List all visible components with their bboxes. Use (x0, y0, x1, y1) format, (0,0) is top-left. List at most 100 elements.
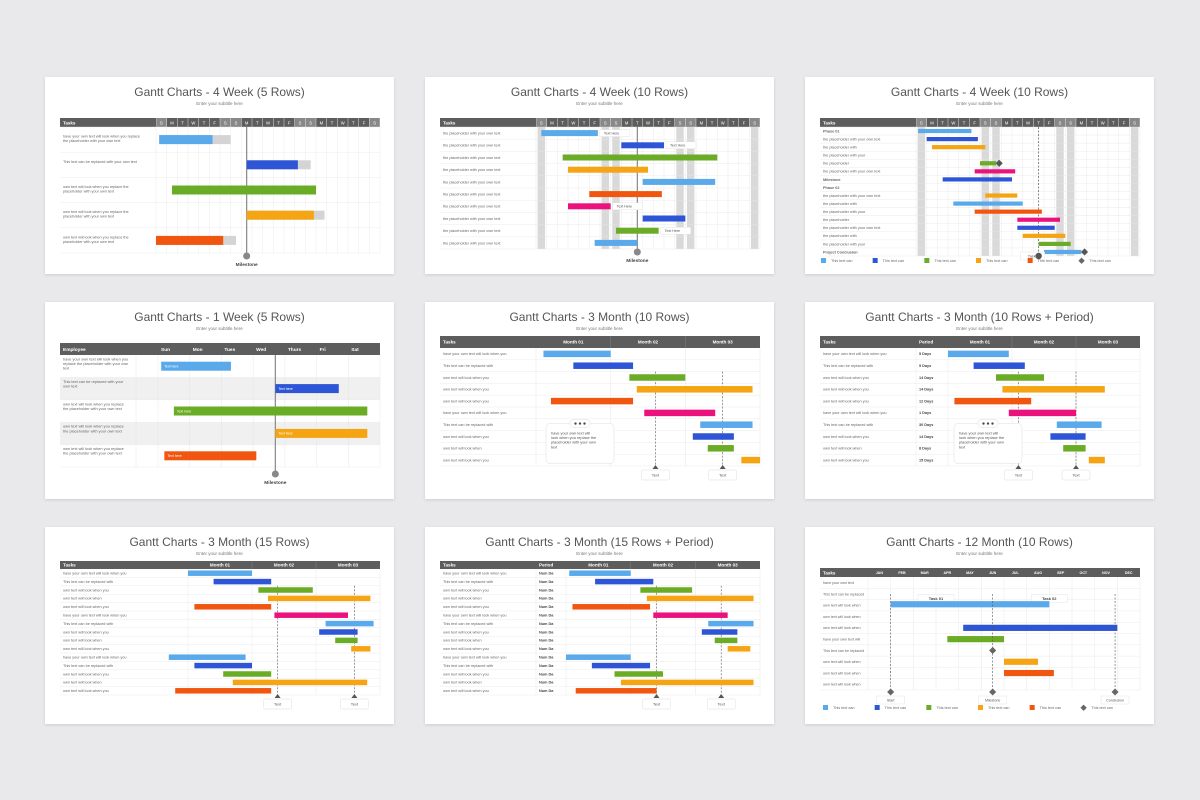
gantt-slide-card[interactable]: Gantt Charts - 3 Month (15 Rows + Period… (425, 527, 774, 724)
gantt-bar[interactable] (1008, 409, 1076, 417)
gantt-bar[interactable] (541, 130, 598, 137)
gantt-bar[interactable] (973, 362, 1025, 369)
gantt-bar[interactable] (589, 191, 662, 198)
gantt-bar[interactable] (325, 620, 374, 627)
gantt-bar[interactable] (692, 433, 734, 440)
gantt-bar[interactable] (164, 451, 257, 461)
gantt-bar[interactable] (644, 409, 716, 417)
gantt-bar[interactable] (621, 142, 664, 149)
gantt-bar[interactable] (1017, 217, 1060, 222)
gantt-bar[interactable] (568, 203, 611, 210)
gantt-bar[interactable] (1038, 241, 1071, 247)
gantt-bar[interactable] (741, 456, 760, 464)
gantt-bar[interactable] (161, 361, 231, 371)
gantt-slide-card[interactable]: Gantt Charts - 3 Month (15 Rows) Enter yo… (45, 527, 394, 724)
task-text: have your own text will look when you (63, 656, 127, 660)
gantt-bar[interactable] (926, 136, 978, 142)
gantt-bar[interactable] (172, 185, 316, 195)
gantt-bar[interactable] (620, 679, 754, 686)
gantt-bar[interactable] (1004, 658, 1038, 665)
gantt-bar[interactable] (194, 662, 252, 669)
gantt-bar[interactable] (543, 350, 611, 358)
gantt-bar[interactable] (653, 612, 728, 618)
gantt-bar[interactable] (1056, 421, 1102, 428)
gantt-bar[interactable] (629, 374, 686, 381)
gantt-bar[interactable] (642, 178, 716, 185)
gantt-bar[interactable] (175, 688, 272, 694)
gantt-bar[interactable] (188, 570, 252, 576)
gantt-bar[interactable] (275, 384, 339, 394)
gantt-bar[interactable] (159, 135, 213, 145)
gantt-bar[interactable] (1022, 233, 1066, 238)
gantt-slide-card[interactable]: Gantt Charts - 4 Week (10 Rows) Enter you… (425, 77, 774, 274)
gantt-bar[interactable] (573, 362, 634, 369)
gantt-bar[interactable] (213, 578, 272, 585)
gantt-bar[interactable] (636, 386, 753, 393)
gantt-bar[interactable] (1088, 456, 1105, 464)
gantt-bar[interactable] (616, 227, 659, 234)
gantt-bar[interactable] (562, 154, 718, 161)
gantt-bar[interactable] (194, 604, 272, 610)
gantt-slide-card[interactable]: Gantt Charts - 3 Month (10 Rows + Period… (805, 302, 1154, 499)
gantt-bar[interactable] (714, 637, 738, 644)
gantt-bar[interactable] (954, 397, 1032, 405)
gantt-bar[interactable] (985, 193, 1018, 198)
gantt-bar[interactable] (947, 636, 1004, 643)
gantt-bar[interactable] (258, 587, 313, 593)
gantt-bar[interactable] (701, 629, 738, 635)
gantt-bar[interactable] (246, 160, 298, 170)
gantt-bar[interactable] (918, 128, 972, 134)
gantt-bar[interactable] (614, 671, 664, 677)
gantt-bar[interactable] (642, 215, 686, 222)
gantt-bar[interactable] (173, 406, 368, 416)
gantt-bar[interactable] (569, 570, 631, 576)
gantt-bar[interactable] (1050, 433, 1086, 440)
gantt-bar[interactable] (246, 210, 314, 220)
gantt-bar[interactable] (974, 209, 1042, 214)
gantt-bar[interactable] (594, 239, 638, 246)
gantt-bar[interactable] (974, 169, 1016, 174)
gantt-bar[interactable] (595, 578, 654, 585)
gantt-bar[interactable] (942, 177, 1012, 182)
gantt-bar[interactable] (223, 671, 272, 677)
gantt-bar[interactable] (335, 637, 358, 644)
gantt-bar[interactable] (1017, 225, 1055, 230)
gantt-slide-card[interactable]: Gantt Charts - 3 Month (10 Rows) Enter yo… (425, 302, 774, 499)
gantt-bar[interactable] (700, 421, 753, 428)
gantt-bar[interactable] (319, 629, 358, 635)
gantt-bar[interactable] (572, 604, 651, 610)
gantt-slide-card[interactable]: Gantt Charts - 4 Week (10 Rows) Enter you… (805, 77, 1154, 274)
gantt-bar[interactable] (575, 688, 657, 694)
gantt-bar[interactable] (953, 201, 1023, 206)
gantt-bar[interactable] (1002, 386, 1105, 393)
gantt-bar[interactable] (591, 662, 651, 669)
gantt-bar[interactable] (168, 654, 246, 660)
gantt-bar[interactable] (232, 679, 368, 686)
gantt-bar[interactable] (646, 595, 754, 602)
gantt-bar[interactable] (707, 445, 734, 452)
gantt-bar[interactable] (156, 235, 224, 245)
gantt-bar[interactable] (566, 654, 631, 660)
gantt-bar[interactable] (268, 595, 371, 602)
gantt-bar[interactable] (351, 646, 371, 652)
gantt-bar[interactable] (708, 620, 754, 627)
gantt-bar[interactable] (568, 166, 648, 173)
gantt-bar[interactable] (550, 397, 634, 405)
gantt-slide-card[interactable]: Gantt Charts - 12 Month (10 Rows) Enter y… (805, 527, 1154, 724)
gantt-bar[interactable] (932, 145, 986, 150)
gantt-bar[interactable] (1004, 669, 1054, 677)
gantt-bar[interactable] (640, 587, 693, 593)
gantt-bar[interactable] (1063, 445, 1086, 452)
gantt-bar[interactable] (996, 374, 1044, 381)
gantt-bar[interactable] (890, 601, 1050, 608)
gantt-slide-card[interactable]: Gantt Charts - 1 Week (5 Rows) Enter your… (45, 302, 394, 499)
gantt-bar[interactable] (1044, 249, 1082, 255)
gantt-bar[interactable] (963, 624, 1118, 631)
gantt-slide-card[interactable]: Gantt Charts - 4 Week (5 Rows) Enter your… (45, 77, 394, 274)
gantt-bar[interactable] (274, 612, 348, 618)
gantt-bar[interactable] (948, 350, 1009, 358)
gantt-bar[interactable] (727, 646, 751, 652)
gantt-bar[interactable] (275, 428, 368, 438)
task-text: own text will look when (823, 447, 862, 451)
gantt-bar[interactable] (980, 161, 996, 166)
